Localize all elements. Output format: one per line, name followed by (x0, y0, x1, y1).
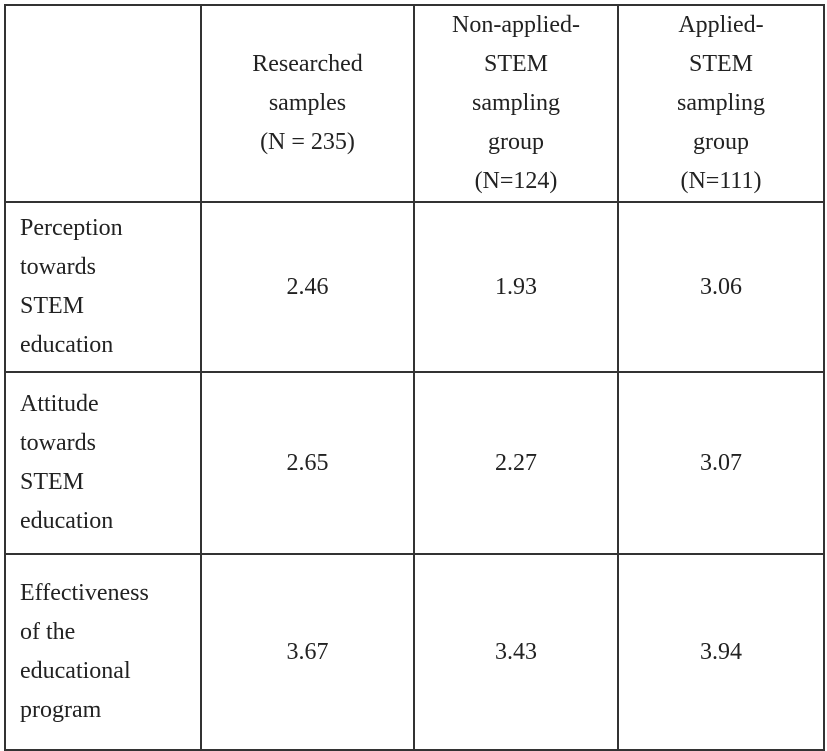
value-cell: 3.67 (200, 553, 415, 751)
value-cell: 1.93 (413, 201, 619, 373)
value-cell: 3.94 (617, 553, 825, 751)
table-row: Effectiveness of the educational program… (4, 553, 825, 751)
header-cell: Applied- STEM sampling group (N=111) (617, 4, 825, 203)
value-cell: 2.65 (200, 371, 415, 555)
value-cell: 2.27 (413, 371, 619, 555)
table-row: Perception towards STEM education 2.46 1.9… (4, 201, 825, 373)
corner-cell (4, 4, 202, 203)
row-label: Attitude towards STEM education (4, 371, 202, 555)
table-body: Researched samples (N = 235) Non-applied… (4, 4, 825, 751)
header-cell: Non-applied- STEM sampling group (N=124) (413, 4, 619, 203)
value-cell: 2.46 (200, 201, 415, 373)
value-cell: 3.07 (617, 371, 825, 555)
table-row: Attitude towards STEM education 2.65 2.27 3… (4, 371, 825, 555)
value-cell: 3.43 (413, 553, 619, 751)
data-table: Researched samples (N = 235) Non-applied… (4, 4, 825, 751)
header-row: Researched samples (N = 235) Non-applied… (4, 4, 825, 203)
value-cell: 3.06 (617, 201, 825, 373)
header-cell: Researched samples (N = 235) (200, 4, 415, 203)
row-label: Perception towards STEM education (4, 201, 202, 373)
row-label: Effectiveness of the educational program (4, 553, 202, 751)
